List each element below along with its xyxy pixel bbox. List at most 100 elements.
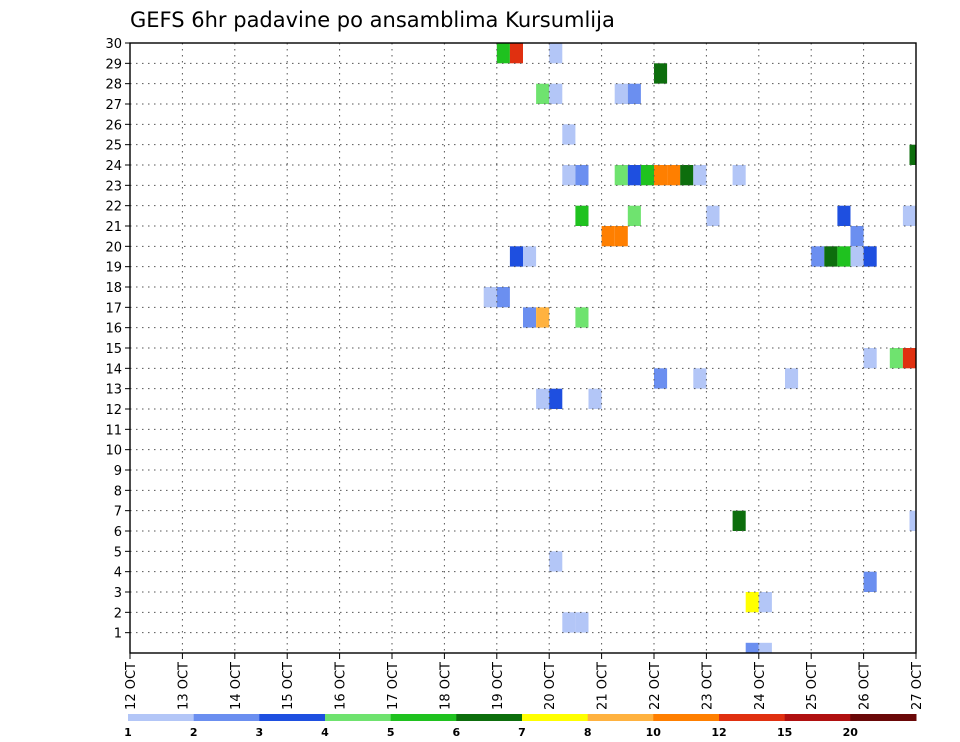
y-tick-label: 29: [105, 57, 122, 72]
heatmap-cell: [627, 165, 641, 186]
x-tick-label: 23 OCT: [700, 662, 715, 710]
heatmap-cell: [496, 43, 510, 64]
heatmap-cell: [549, 388, 563, 409]
y-tick-label: 10: [105, 444, 122, 459]
x-tick-label: 12 OCT: [124, 662, 139, 710]
heatmap-cell: [654, 165, 668, 186]
colorbar-label: 2: [190, 726, 198, 739]
heatmap-cell: [902, 205, 916, 226]
x-tick-label: 15 OCT: [281, 662, 296, 710]
chart-title: GEFS 6hr padavine po ansamblima Kursumli…: [130, 8, 615, 32]
y-tick-label: 17: [105, 301, 122, 316]
heatmap-cell: [562, 165, 576, 186]
x-tick-label: 16 OCT: [334, 662, 349, 710]
heatmap-cell: [837, 205, 851, 226]
y-tick-label: 3: [114, 586, 122, 601]
colorbar-segment: [784, 714, 851, 721]
heatmap-cell: [837, 246, 851, 267]
colorbar-label: 15: [777, 726, 792, 739]
heatmap-cell: [601, 226, 615, 247]
heatmap-cell: [523, 246, 537, 267]
y-tick-label: 13: [105, 383, 122, 398]
y-tick-label: 18: [105, 281, 122, 296]
x-tick-label: 20 OCT: [543, 662, 558, 710]
heatmap-cell: [549, 83, 563, 104]
heatmap-cell: [654, 368, 668, 389]
x-tick-label: 14 OCT: [229, 662, 244, 710]
heatmap-cell: [562, 612, 576, 633]
y-tick-label: 21: [105, 220, 122, 235]
colorbar-label: 10: [646, 726, 662, 739]
heatmap-cell: [693, 165, 707, 186]
y-tick-label: 26: [105, 118, 122, 133]
x-tick-label: 26 OCT: [858, 662, 873, 710]
heatmap-cell: [850, 246, 864, 267]
colorbar-label: 20: [843, 726, 859, 739]
colorbar-label: 8: [584, 726, 592, 739]
y-tick-label: 5: [114, 545, 122, 560]
y-tick-label: 24: [105, 159, 122, 174]
heatmap-cell: [549, 551, 563, 572]
colorbar-segment: [850, 714, 917, 721]
heatmap-cell: [627, 205, 641, 226]
heatmap-cell: [745, 642, 759, 653]
heatmap-cell: [654, 63, 668, 84]
colorbar-segment: [325, 714, 392, 721]
y-tick-label: 9: [114, 464, 122, 479]
heatmap-cell: [667, 165, 681, 186]
heatmap-cell: [909, 144, 916, 165]
x-tick-label: 17 OCT: [386, 662, 401, 710]
heatmap-cell: [640, 165, 654, 186]
heatmap-cell: [562, 124, 576, 145]
colorbar-segment: [719, 714, 786, 721]
heatmap-cell: [706, 205, 720, 226]
colorbar-label: 7: [518, 726, 526, 739]
colorbar-label: 4: [321, 726, 329, 739]
colorbar-segment: [259, 714, 326, 721]
y-tick-label: 12: [105, 403, 122, 418]
y-tick-label: 28: [105, 78, 122, 93]
heatmap-cell: [758, 642, 772, 653]
y-tick-label: 15: [105, 342, 122, 357]
heatmap-cell: [614, 83, 628, 104]
heatmap-cell: [889, 348, 903, 369]
heatmap-cell: [575, 205, 589, 226]
x-tick-label: 13 OCT: [176, 662, 191, 710]
x-tick-label: 21 OCT: [596, 662, 611, 710]
colorbar: 1 2 3 4 5 6 7 8 10 12 15 20: [124, 714, 917, 739]
y-tick-label: 1: [114, 627, 122, 642]
grid-layer: [130, 42, 916, 653]
plot-frame: [129, 42, 917, 654]
heatmap-cell: [693, 368, 707, 389]
colorbar-segment: [128, 714, 195, 721]
y-tick-label: 8: [114, 484, 122, 499]
heatmap-cell: [575, 307, 589, 328]
heatmap-cell: [483, 287, 497, 308]
x-tick-label: 19 OCT: [491, 662, 506, 710]
y-tick-label: 19: [105, 261, 122, 276]
heatmap-cell: [588, 388, 602, 409]
heatmap-cell: [824, 246, 838, 267]
heatmap-cell: [575, 612, 589, 633]
colorbar-segment: [522, 714, 589, 721]
heatmap-cell: [680, 165, 694, 186]
heatmap-cell: [902, 348, 916, 369]
heatmap-cell: [523, 307, 537, 328]
heatmap-cell: [496, 287, 510, 308]
y-tick-label: 16: [105, 322, 122, 337]
heatmap-cell: [509, 246, 523, 267]
y-tick-label: 22: [105, 200, 122, 215]
heatmap-cell: [575, 165, 589, 186]
heatmap-cell: [745, 592, 759, 613]
heatmap-cell: [863, 246, 877, 267]
y-tick-label: 30: [105, 37, 122, 52]
heatmap-cell: [536, 388, 550, 409]
colorbar-segment: [456, 714, 523, 721]
heatmap-cell: [850, 226, 864, 247]
y-tick-label: 7: [114, 505, 122, 520]
x-tick-label: 24 OCT: [753, 662, 768, 710]
heatmap-cell: [811, 246, 825, 267]
heatmap-cell: [863, 348, 877, 369]
y-tick-label: 4: [114, 566, 122, 581]
